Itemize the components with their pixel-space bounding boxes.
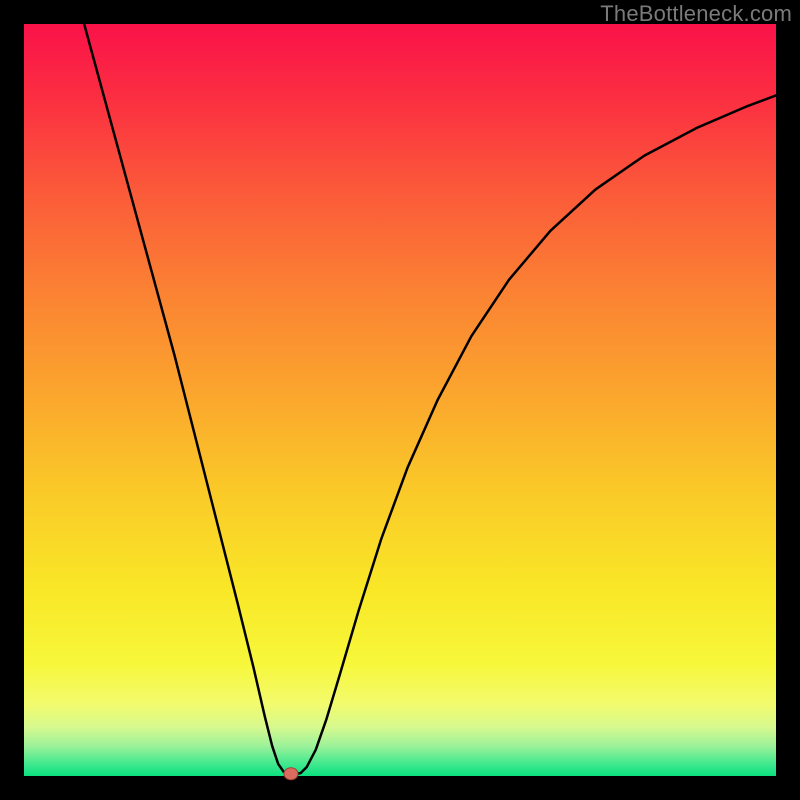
plot-background [24, 24, 776, 776]
bottleneck-curve-chart [0, 0, 800, 800]
chart-stage: TheBottleneck.com [0, 0, 800, 800]
optimal-point-marker [284, 768, 298, 780]
watermark-text: TheBottleneck.com [600, 1, 792, 27]
